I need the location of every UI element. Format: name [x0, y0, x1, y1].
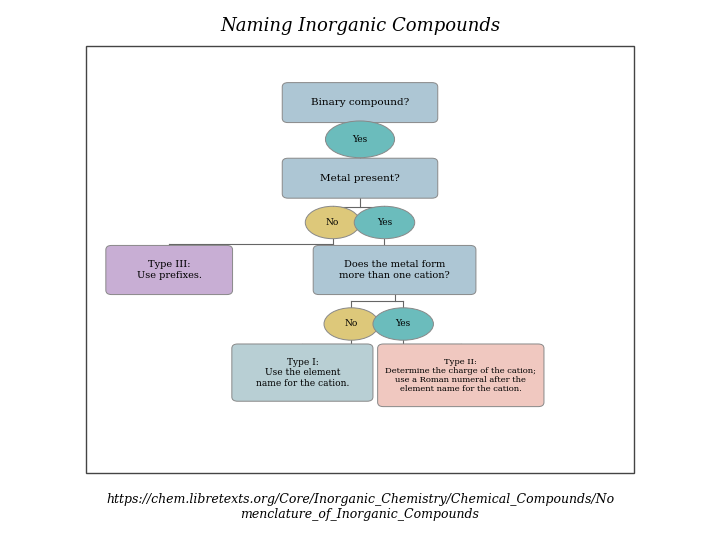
FancyBboxPatch shape — [282, 83, 438, 123]
Text: Does the metal form
more than one cation?: Does the metal form more than one cation… — [339, 260, 450, 280]
Text: Yes: Yes — [377, 218, 392, 227]
Ellipse shape — [354, 206, 415, 239]
FancyBboxPatch shape — [106, 245, 233, 295]
FancyBboxPatch shape — [377, 344, 544, 407]
Text: Metal present?: Metal present? — [320, 174, 400, 183]
Ellipse shape — [305, 206, 360, 239]
Text: Binary compound?: Binary compound? — [311, 98, 409, 107]
FancyBboxPatch shape — [86, 46, 634, 472]
Text: No: No — [345, 320, 358, 328]
Text: https://chem.libretexts.org/Core/Inorganic_Chemistry/Chemical_Compounds/No
mencl: https://chem.libretexts.org/Core/Inorgan… — [106, 492, 614, 521]
Text: No: No — [326, 218, 339, 227]
Text: Type I:
Use the element
name for the cation.: Type I: Use the element name for the cat… — [256, 357, 349, 388]
Text: Yes: Yes — [352, 135, 368, 144]
Text: Type III:
Use prefixes.: Type III: Use prefixes. — [137, 260, 202, 280]
FancyBboxPatch shape — [313, 245, 476, 295]
Text: Type II:
Determine the charge of the cation;
use a Roman numeral after the
eleme: Type II: Determine the charge of the cat… — [385, 357, 536, 393]
FancyBboxPatch shape — [282, 158, 438, 198]
FancyBboxPatch shape — [232, 344, 373, 401]
Text: Yes: Yes — [395, 320, 411, 328]
Ellipse shape — [373, 308, 433, 340]
Ellipse shape — [324, 308, 379, 340]
Text: Naming Inorganic Compounds: Naming Inorganic Compounds — [220, 17, 500, 35]
Ellipse shape — [325, 121, 395, 158]
